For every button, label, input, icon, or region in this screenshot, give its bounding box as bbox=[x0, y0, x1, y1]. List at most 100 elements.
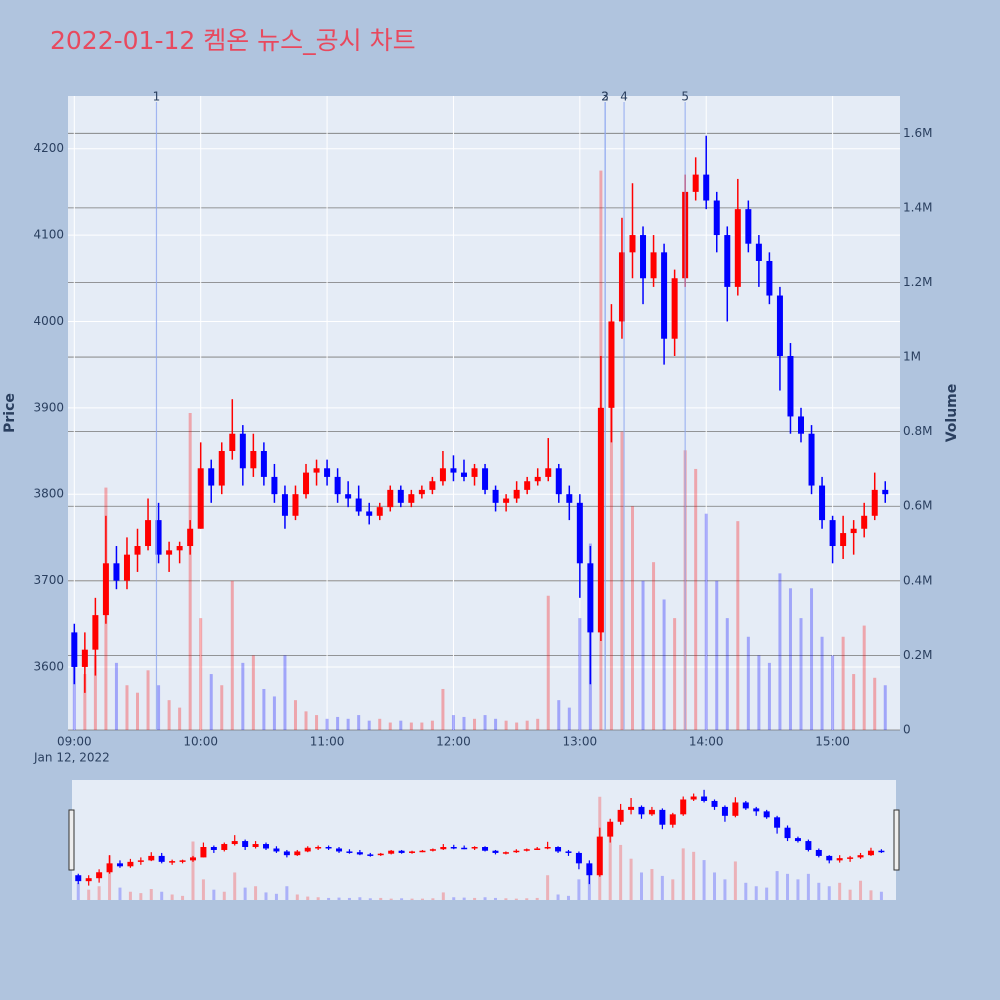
mini-candle-body bbox=[409, 851, 416, 853]
candle-body bbox=[545, 468, 552, 477]
candle-body bbox=[334, 476, 341, 495]
mini-candle-body bbox=[283, 851, 290, 856]
mini-candle-body bbox=[221, 844, 228, 850]
mini-volume-bar bbox=[879, 891, 883, 900]
y2-tick-label: 0.2M bbox=[903, 648, 932, 662]
mini-volume-bar bbox=[201, 879, 205, 900]
mini-volume-bar bbox=[796, 879, 800, 900]
mini-volume-bar bbox=[859, 880, 863, 900]
volume-bar bbox=[767, 662, 771, 730]
volume-bar bbox=[304, 711, 308, 730]
candle-body bbox=[692, 174, 699, 192]
mini-volume-bar bbox=[765, 887, 769, 900]
mini-volume-bar bbox=[358, 897, 362, 900]
candle-body bbox=[629, 235, 636, 253]
candle-body bbox=[776, 295, 783, 356]
y2-tick-label: 1.4M bbox=[903, 200, 932, 214]
volume-bar bbox=[409, 722, 413, 730]
y-tick-label: 3900 bbox=[33, 400, 64, 414]
mini-candle-body bbox=[304, 847, 311, 852]
candle-body bbox=[176, 546, 183, 551]
volume-bar bbox=[525, 720, 529, 730]
mini-candle-body bbox=[273, 848, 280, 852]
candle-body bbox=[102, 563, 109, 616]
mini-volume-bar bbox=[160, 891, 164, 900]
volume-bar bbox=[662, 599, 666, 730]
volume-bar bbox=[220, 685, 224, 730]
y2-tick-label: 0.6M bbox=[903, 499, 932, 513]
volume-bar bbox=[272, 696, 276, 730]
y2-tick-label: 1M bbox=[903, 350, 921, 364]
volume-bar bbox=[641, 580, 645, 730]
candle-body bbox=[281, 494, 288, 516]
x-tick-label: 10:00 bbox=[183, 735, 218, 749]
x-tick-label: 13:00 bbox=[563, 735, 598, 749]
volume-bar bbox=[567, 707, 571, 730]
candle-body bbox=[703, 174, 710, 201]
mini-candle-body bbox=[794, 838, 801, 842]
volume-bar bbox=[336, 716, 340, 730]
mini-volume-bar bbox=[389, 898, 393, 900]
mini-candle-body bbox=[356, 852, 363, 855]
range-slider[interactable] bbox=[72, 780, 896, 900]
mini-volume-bar bbox=[838, 882, 842, 900]
volume-bar bbox=[715, 580, 719, 730]
mini-candle-body bbox=[440, 847, 447, 850]
mini-candle-body bbox=[857, 855, 864, 858]
mini-volume-bar bbox=[264, 892, 268, 900]
candle-body bbox=[418, 489, 425, 495]
mini-volume-bar bbox=[786, 873, 790, 900]
plot-area bbox=[68, 96, 900, 730]
x-date-label: Jan 12, 2022 bbox=[33, 751, 110, 765]
volume-bar bbox=[473, 718, 477, 730]
volume-bar bbox=[125, 685, 129, 730]
mini-candle-body bbox=[242, 841, 249, 848]
volume-bar bbox=[199, 618, 203, 730]
volume-bar bbox=[399, 720, 403, 730]
mini-volume-bar bbox=[723, 879, 727, 900]
mini-volume-bar bbox=[713, 872, 717, 900]
x-tick-label: 11:00 bbox=[310, 735, 345, 749]
candle-body bbox=[292, 494, 299, 516]
volume-bar bbox=[883, 685, 887, 730]
mini-candle-body bbox=[450, 847, 457, 849]
candle-body bbox=[766, 260, 773, 296]
x-tick-label: 12:00 bbox=[436, 735, 471, 749]
candle-body bbox=[787, 355, 794, 417]
chart-title: 2022-01-12 켐온 뉴스_공시 차트 bbox=[50, 26, 416, 55]
mini-volume-bar bbox=[243, 887, 247, 900]
volume-bar bbox=[841, 636, 845, 730]
mini-volume-bar bbox=[671, 879, 675, 900]
candle-body bbox=[829, 520, 836, 547]
volume-bar bbox=[93, 655, 97, 730]
volume-bar bbox=[852, 674, 856, 730]
slider-handle[interactable] bbox=[68, 809, 75, 871]
mini-volume-bar bbox=[535, 897, 539, 900]
candle-body bbox=[482, 468, 489, 490]
x-tick-label: 15:00 bbox=[815, 735, 850, 749]
volume-bar bbox=[515, 722, 519, 730]
candle-body bbox=[734, 209, 741, 287]
candle-body bbox=[608, 321, 615, 408]
candle-body bbox=[355, 498, 362, 512]
volume-bar bbox=[462, 716, 466, 730]
volume-bar bbox=[873, 677, 877, 730]
candle-body bbox=[376, 507, 383, 516]
y2-tick-label: 1.2M bbox=[903, 275, 932, 289]
candle-body bbox=[387, 489, 394, 508]
slider-handle[interactable] bbox=[893, 809, 900, 871]
candle-body bbox=[566, 494, 573, 503]
volume-bar bbox=[757, 655, 761, 730]
mini-candle-body bbox=[690, 796, 697, 800]
candle-body bbox=[850, 528, 857, 534]
y-tick-label: 3600 bbox=[33, 659, 64, 673]
mini-candle-body bbox=[75, 875, 82, 882]
candle-body bbox=[92, 615, 99, 650]
volume-bar bbox=[725, 618, 729, 730]
candle-body bbox=[397, 489, 404, 503]
mini-candle-body bbox=[398, 850, 405, 853]
volume-bar bbox=[430, 720, 434, 730]
volume-bar bbox=[114, 662, 118, 730]
volume-bar bbox=[652, 562, 656, 730]
mini-candle-body bbox=[607, 821, 614, 837]
